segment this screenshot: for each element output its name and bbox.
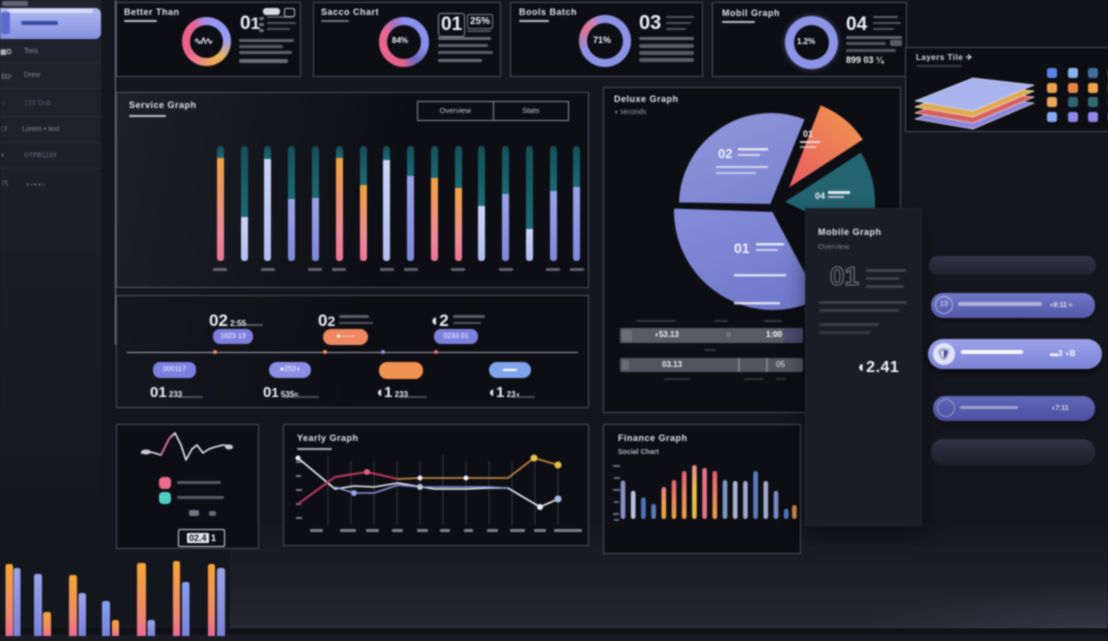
svg-text:01: 01: [734, 240, 750, 256]
svg-text:01: 01: [803, 129, 813, 139]
svg-text:02: 02: [718, 146, 732, 161]
svg-text:04: 04: [815, 191, 825, 201]
